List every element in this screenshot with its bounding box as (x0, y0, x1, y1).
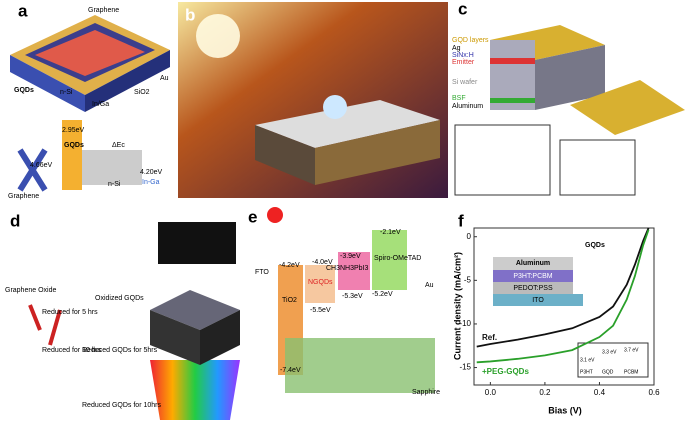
text: Oxidized GQDs (95, 295, 144, 302)
text: Ag (452, 45, 461, 52)
text: 4.20eV (140, 169, 163, 176)
text: Graphene Oxide (5, 287, 56, 294)
text: -3.9eV (340, 253, 361, 260)
text: -5.3eV (342, 293, 363, 300)
text: Au (425, 282, 434, 289)
text: -5.2eV (372, 291, 393, 298)
text: GQD layers (452, 37, 489, 44)
text: PCBM (624, 369, 638, 375)
panel-label: e (248, 207, 257, 226)
panel-a: a Graphene Au GQDs n-Si SiO2 In/Ga 2.95e… (8, 1, 170, 200)
text: Reduced for 10 hrs (42, 347, 102, 354)
panel-c: c GQD layers Ag SiNx:H Emitter Si wafer … (452, 0, 685, 196)
text: FTO (255, 269, 269, 276)
text: BSF (452, 95, 466, 102)
text: n-Si (108, 181, 121, 188)
text: Reduced GQDs for 5hrs (82, 347, 158, 354)
text: In/Ga (92, 101, 109, 108)
text: CH3NH3PbI3 (326, 265, 369, 272)
text: -5.5eV (310, 307, 331, 314)
y-tick-label: -10 (459, 319, 471, 328)
x-tick-label: 0.2 (539, 388, 551, 397)
text: In-Ga (142, 179, 160, 186)
panel-label: d (10, 211, 20, 230)
text: ΔEc (112, 142, 125, 149)
panel-b: b (178, 2, 448, 198)
panel-label: a (18, 1, 28, 20)
y-tick-label: 0 (467, 232, 472, 241)
panel-f: f GQDs Aluminum P3HT:PCBM PEDOT:PSS ITO … (452, 211, 660, 415)
panel-e: e -2.1eV Spiro-OMeTAD -4.2eV -4.0eV -3.9… (248, 207, 440, 396)
text: P3HT (580, 369, 593, 375)
text: GQDs (585, 242, 605, 249)
text: TiO2 (282, 297, 297, 304)
text: Aluminum (516, 260, 550, 267)
text: n-Si (60, 89, 73, 96)
text: 3.1 eV (580, 357, 595, 363)
text: NGQDs (308, 279, 333, 286)
text: -4.2eV (279, 262, 300, 269)
panel-label: c (458, 0, 467, 18)
legend-entry: +PEG-GQDs (482, 367, 529, 376)
text: GQDs (14, 87, 34, 94)
text: -4.0eV (312, 259, 333, 266)
text: Au (160, 75, 169, 82)
line (476, 227, 650, 348)
text: Emitter (452, 59, 475, 66)
text: Si wafer (452, 79, 478, 86)
text: SiNx:H (452, 52, 474, 59)
line (476, 229, 650, 364)
panel-d: d Graphene Oxide Oxidized GQDs Reduced f… (5, 211, 240, 420)
text: SiO2 (134, 89, 150, 96)
x-tick-label: 0.0 (485, 388, 497, 397)
text: P3HT:PCBM (513, 273, 552, 280)
legend-entry: Ref. (482, 333, 497, 342)
y-axis-label: Current density (mA/cm²) (452, 252, 462, 360)
text: 3.3 eV (602, 349, 617, 355)
text: GQD (602, 369, 614, 375)
x-tick-label: 0.4 (594, 388, 606, 397)
x-axis-label: Bias (V) (548, 405, 582, 415)
text: 3.7 eV (624, 347, 639, 353)
text: Sapphire (412, 389, 440, 396)
text: Reduced for 5 hrs (42, 309, 98, 316)
panel-label: b (185, 5, 195, 24)
y-tick-label: -15 (459, 363, 471, 372)
panel-label: f (458, 211, 464, 230)
text: Graphene (88, 7, 119, 14)
y-tick-label: -5 (464, 275, 472, 284)
text: -2.1eV (380, 229, 401, 236)
text: 2.95eV (62, 127, 85, 134)
text: Graphene (8, 193, 39, 200)
text: 4.66eV (30, 162, 53, 169)
text: Aluminum (452, 103, 483, 110)
text: PEDOT:PSS (513, 285, 553, 292)
x-tick-label: 0.6 (648, 388, 660, 397)
text: ITO (532, 297, 544, 304)
text: -7.4eV (280, 367, 301, 374)
text: Spiro-OMeTAD (374, 255, 421, 262)
text: GQDs (64, 142, 84, 149)
text: Reduced GQDs for 10hrs (82, 402, 161, 409)
